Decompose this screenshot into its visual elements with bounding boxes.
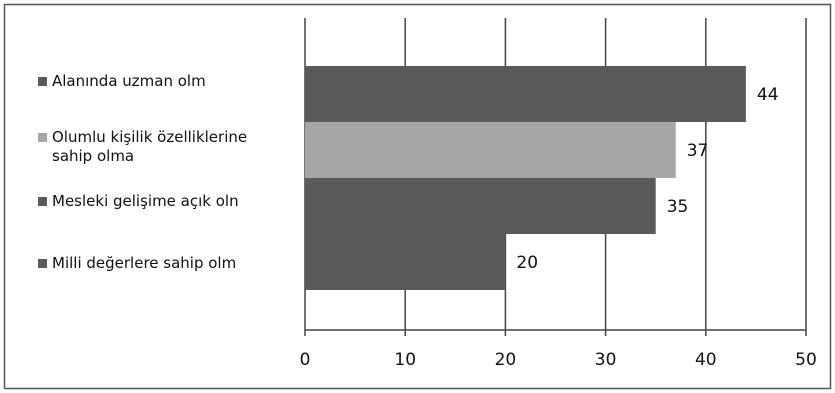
legend-item: Olumlu kişilik özelliklerine sahip olma [38, 128, 274, 166]
legend-swatch [38, 133, 47, 142]
legend-item: Alanında uzman olm [38, 72, 274, 91]
x-tick-label: 10 [394, 350, 416, 370]
bar [305, 178, 656, 234]
x-tick-label: 50 [795, 350, 817, 370]
legend-swatch [38, 259, 47, 268]
data-label: 35 [667, 197, 689, 217]
legend-swatch [38, 77, 47, 86]
legend-label: Mesleki gelişime açık oln [52, 192, 239, 210]
data-label: 20 [516, 253, 538, 273]
bars [305, 66, 746, 290]
x-tick-labels: 0 10 20 30 40 50 [300, 350, 817, 370]
x-tick-label: 0 [300, 350, 311, 370]
legend-label: Milli değerlere sahip olm [52, 254, 237, 272]
bar [305, 66, 746, 122]
x-tick-label: 30 [595, 350, 617, 370]
legend-label: Alanında uzman olm [52, 72, 206, 90]
bar [305, 234, 506, 290]
data-label: 44 [757, 85, 779, 105]
legend-swatch [38, 197, 47, 206]
x-tick-label: 20 [495, 350, 517, 370]
data-label: 37 [687, 141, 709, 161]
legend-label: Olumlu kişilik özelliklerine sahip olma [52, 128, 248, 165]
data-labels: 44 37 35 20 [516, 85, 778, 273]
bar [305, 122, 676, 178]
legend-item: Milli değerlere sahip olm [38, 254, 274, 273]
x-tick-label: 40 [695, 350, 717, 370]
legend-item: Mesleki gelişime açık oln [38, 192, 274, 211]
